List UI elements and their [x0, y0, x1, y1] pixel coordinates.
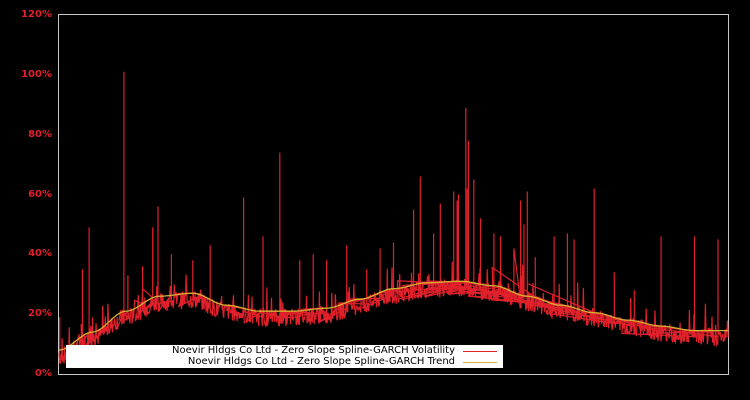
- legend-swatch-volatility: [463, 351, 497, 352]
- y-tick-label: 80%: [28, 128, 52, 140]
- y-tick-label: 20%: [28, 308, 52, 320]
- y-tick-label: 40%: [28, 248, 52, 260]
- legend-label-volatility: Noevir Hldgs Co Ltd - Zero Slope Spline-…: [172, 345, 455, 356]
- plot-frame: [58, 14, 729, 375]
- y-tick-label: 60%: [28, 188, 52, 200]
- legend-label-trend: Noevir Hldgs Co Ltd - Zero Slope Spline-…: [187, 356, 455, 367]
- trend-series: [58, 280, 728, 351]
- y-tick-label: 0%: [35, 368, 52, 379]
- y-tick-label: 100%: [21, 68, 52, 80]
- y-tick-label: 120%: [21, 9, 52, 20]
- volatility-series: [58, 71, 729, 364]
- legend-swatch-trend: [463, 362, 497, 363]
- legend: Noevir Hldgs Co Ltd - Zero Slope Spline-…: [66, 345, 503, 368]
